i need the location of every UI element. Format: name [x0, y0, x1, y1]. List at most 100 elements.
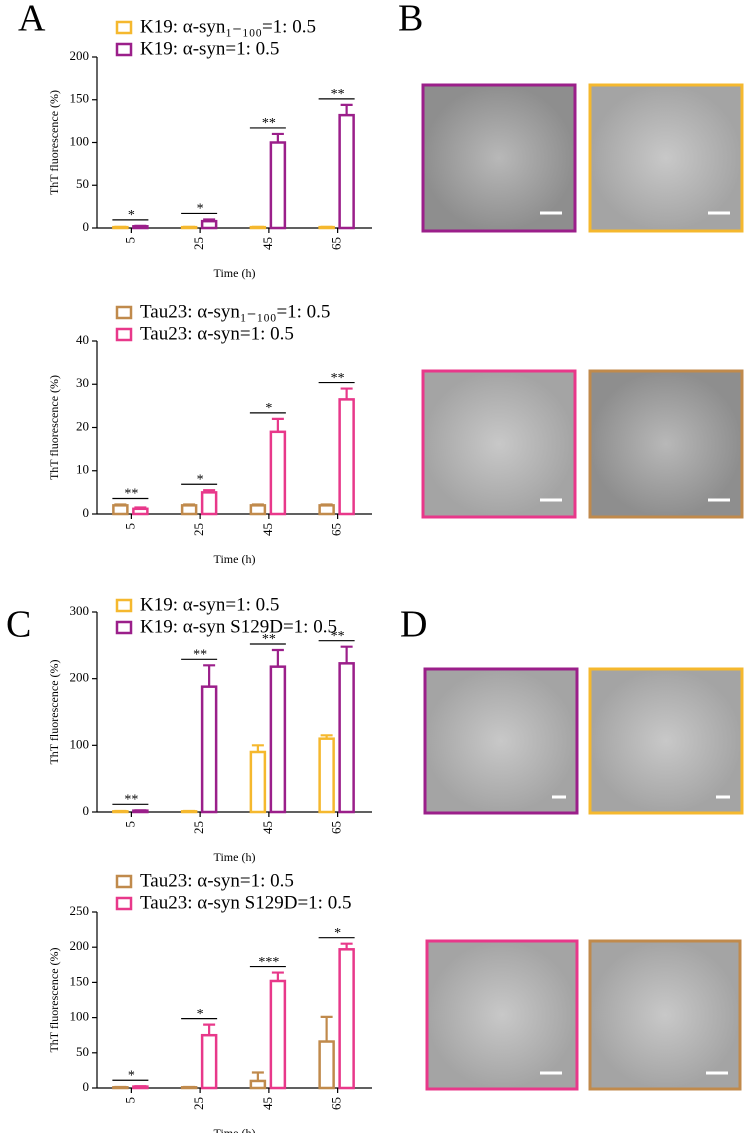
- bar: [132, 507, 149, 516]
- panel-label: A: [18, 0, 46, 40]
- significance-label: **: [331, 87, 345, 102]
- error-bar: [340, 103, 353, 116]
- y-tick-label: 100: [70, 736, 90, 751]
- error-bar: [114, 503, 127, 506]
- significance-label: **: [331, 629, 345, 644]
- bar: [269, 665, 287, 814]
- y-tick-label: 300: [70, 603, 90, 618]
- legend-swatch: [115, 42, 133, 57]
- error-bar: [340, 645, 353, 664]
- scale-bars: [540, 211, 730, 1075]
- micrograph: [421, 83, 577, 233]
- micrograph: [588, 83, 744, 233]
- y-tick-label: 0: [83, 1079, 90, 1094]
- y-tick-label: 100: [70, 1009, 90, 1024]
- bar: [200, 491, 218, 516]
- x-tick-label: 45: [260, 237, 275, 250]
- significance-label: **: [124, 793, 138, 808]
- micrographs: [421, 83, 744, 1091]
- bar: [338, 398, 355, 516]
- legend-swatch: [115, 620, 133, 635]
- x-tick-label: 65: [329, 523, 344, 536]
- x-tick-label: 65: [329, 237, 344, 250]
- legend-label: K19: α-syn S129D=1: 0.5: [140, 616, 337, 637]
- y-tick-label: 150: [70, 973, 90, 988]
- error-bar: [320, 503, 333, 506]
- bar: [249, 504, 267, 516]
- legend-label: K19: α-syn₁₋₁₀₀=1: 0.5: [140, 16, 316, 37]
- chart: 0 100 200 300 ThT fluorescence (%) Time (h) 5 *…: [47, 594, 372, 864]
- significance-label: ***: [258, 955, 279, 970]
- x-tick-label: 25: [191, 821, 206, 834]
- y-tick-label: 0: [83, 219, 90, 234]
- panel-label: B: [398, 0, 423, 40]
- significance-label: *: [334, 926, 341, 941]
- significance-label: **: [262, 116, 276, 131]
- legend-label: Tau23: α-syn S129D=1: 0.5: [140, 892, 351, 913]
- error-bar: [134, 506, 147, 509]
- error-bar: [203, 218, 216, 222]
- significance-label: *: [197, 202, 204, 217]
- x-tick-label: 65: [329, 1097, 344, 1110]
- significance-label: **: [193, 648, 207, 663]
- y-tick-label: 150: [70, 91, 90, 106]
- bar: [338, 948, 355, 1090]
- bar: [180, 504, 198, 516]
- legend-label: Tau23: α-syn=1: 0.5: [140, 870, 294, 891]
- bar: [338, 662, 355, 814]
- y-axis-label: ThT fluorescence (%): [47, 90, 61, 195]
- legend-label: K19: α-syn=1: 0.5: [140, 38, 279, 59]
- error-bar: [271, 417, 284, 432]
- y-tick-label: 0: [83, 505, 90, 520]
- chart: 0 50 100 150 200 ThT fluorescence (%) Time (h)…: [47, 16, 372, 280]
- y-tick-label: 30: [76, 375, 89, 390]
- x-tick-label: 45: [260, 523, 275, 536]
- significance-label: *: [128, 208, 135, 223]
- panel-label: C: [6, 604, 31, 646]
- y-tick-label: 40: [76, 332, 89, 347]
- error-bar: [251, 1071, 264, 1081]
- y-tick-label: 100: [70, 133, 90, 148]
- legend-swatch: [115, 20, 133, 35]
- legend-swatch: [115, 896, 133, 911]
- micrograph: [588, 939, 742, 1091]
- legend-label: Tau23: α-syn₁₋₁₀₀=1: 0.5: [140, 301, 330, 322]
- y-axis-label: ThT fluorescence (%): [47, 947, 61, 1052]
- error-bar: [203, 664, 216, 687]
- bar: [112, 504, 129, 516]
- significance-label: **: [262, 632, 276, 647]
- bar: [318, 1040, 335, 1090]
- error-bar: [183, 503, 196, 506]
- micrograph: [588, 369, 744, 519]
- bar: [249, 750, 267, 814]
- bar: [269, 430, 287, 516]
- error-bar: [320, 734, 333, 739]
- error-bar: [340, 387, 353, 400]
- x-axis-label: Time (h): [214, 552, 256, 566]
- legend-swatch: [115, 327, 133, 342]
- panel-label: D: [400, 604, 427, 646]
- y-tick-label: 250: [70, 903, 90, 918]
- error-bar: [271, 648, 284, 667]
- bar: [318, 504, 335, 516]
- y-tick-label: 50: [76, 1044, 89, 1059]
- legend-swatch: [115, 305, 133, 320]
- x-tick-label: 5: [122, 1097, 137, 1104]
- x-tick-label: 45: [260, 821, 275, 834]
- y-tick-label: 10: [76, 462, 89, 477]
- x-tick-label: 25: [191, 523, 206, 536]
- error-bar: [271, 971, 284, 981]
- significance-label: *: [265, 401, 272, 416]
- bar: [338, 113, 355, 230]
- x-tick-label: 25: [191, 1097, 206, 1110]
- y-axis-label: ThT fluorescence (%): [47, 375, 61, 480]
- chart: 0 50 100 150 200 250 ThT fluorescence (%) Time …: [47, 870, 372, 1133]
- significance-label: *: [128, 1068, 135, 1083]
- x-axis-label: Time (h): [214, 266, 256, 280]
- legend-label: Tau23: α-syn=1: 0.5: [140, 323, 294, 344]
- bar: [249, 1079, 267, 1090]
- y-tick-label: 50: [76, 176, 89, 191]
- micrograph: [421, 369, 577, 519]
